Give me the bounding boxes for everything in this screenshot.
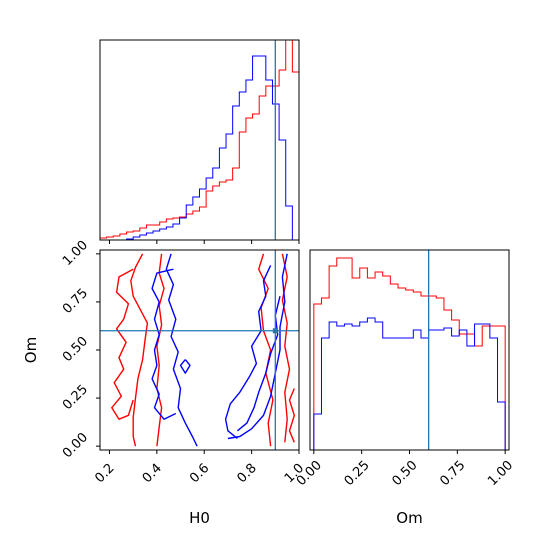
om-histogram-step [313, 257, 506, 450]
h0-axis-label: H0 [189, 509, 210, 527]
om-histogram-frame [309, 249, 510, 451]
panel-hist-om: 0.00 0.25 0.50 0.75 1.00 Om [294, 249, 516, 527]
om-histogram-series [313, 257, 506, 450]
h0-xtick-label: 0.4 [140, 461, 165, 486]
om-ytick-label: 0.50 [60, 334, 91, 365]
om-axis-label: Om [396, 509, 422, 527]
contour-line [151, 268, 177, 420]
contour-line [179, 359, 191, 374]
h0-xtick-label: 0.8 [235, 461, 260, 486]
om-ytick-label: 0.00 [60, 430, 91, 461]
contour-line [288, 388, 295, 443]
om-xtick-label: 0.50 [389, 458, 420, 489]
om-axis-label: Om [22, 337, 40, 363]
h0-histogram-ticks [108, 240, 300, 244]
contour-line [130, 253, 149, 447]
h0-histogram-step [99, 39, 300, 240]
contour-line [236, 296, 281, 432]
h0-xtick-label: 0.6 [187, 461, 212, 486]
contour-line [111, 268, 134, 420]
h0-om-contours [111, 253, 295, 447]
h0-xtick-label: 0.2 [92, 461, 117, 486]
panel-contour-h0-om: 0.2 0.4 0.6 0.8 1.00.000.250.500.751.00 H0 O… [22, 238, 307, 527]
om-ytick-label: 0.25 [60, 382, 91, 413]
contour-line [281, 253, 291, 443]
truth-marker [272, 328, 278, 334]
h0-histogram-series [99, 39, 300, 241]
om-ytick-label: 1.00 [60, 238, 91, 269]
om-xtick-label: 0.75 [437, 458, 468, 489]
om-xtick-label: 0.00 [294, 458, 325, 489]
contour-line [165, 253, 198, 447]
h0-histogram-step [100, 55, 299, 241]
om-histogram-step [313, 317, 506, 450]
om-xtick-label: 1.00 [485, 458, 516, 489]
contour-line [156, 253, 165, 447]
h0-histogram-frame [99, 39, 300, 241]
om-histogram-ticks: 0.00 0.25 0.50 0.75 1.00 [294, 450, 516, 489]
om-ytick-label: 0.75 [60, 286, 91, 317]
om-xtick-label: 0.25 [342, 458, 373, 489]
panel-hist-h0 [99, 39, 300, 244]
contour-line [227, 253, 288, 440]
contour-line [258, 253, 274, 447]
contour-line [224, 265, 272, 440]
